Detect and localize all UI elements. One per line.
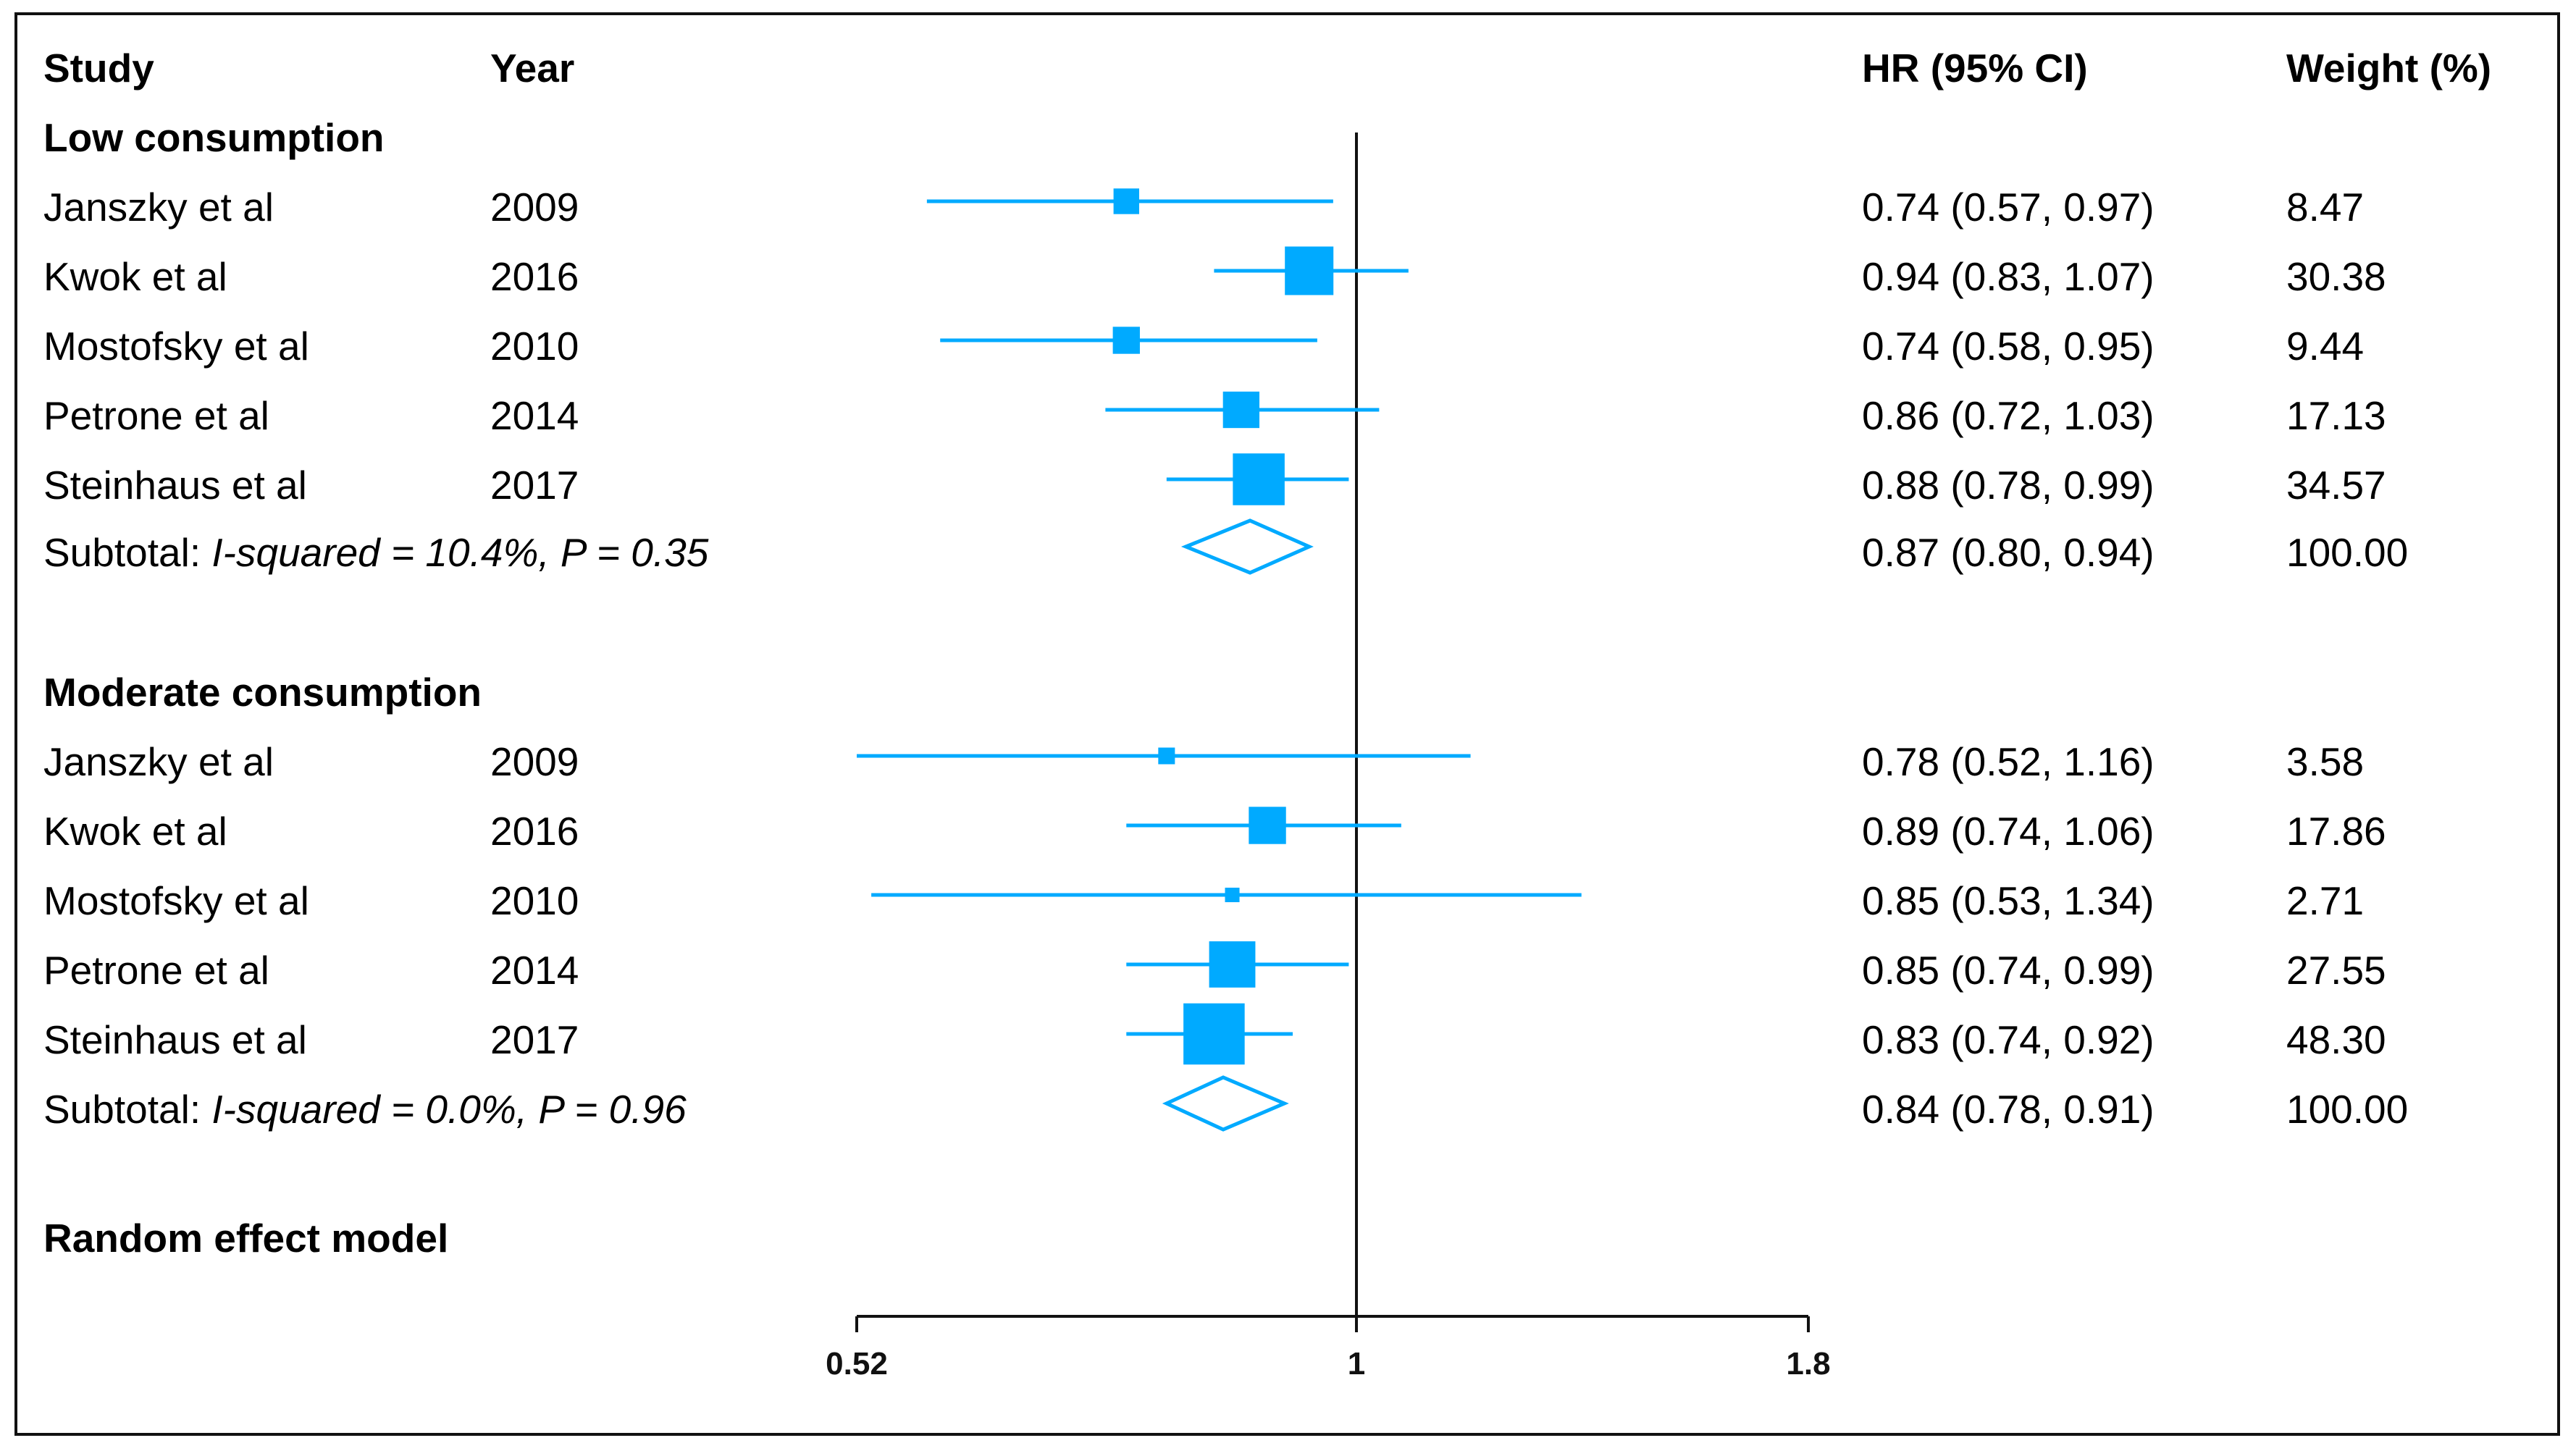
study-weight: 34.57 bbox=[2286, 463, 2386, 508]
study-weight: 17.86 bbox=[2286, 809, 2386, 854]
study-name: Petrone et al bbox=[43, 948, 269, 993]
study-name: Steinhaus et al bbox=[43, 463, 307, 508]
study-name: Kwok et al bbox=[43, 254, 227, 299]
subtotal-weight: 100.00 bbox=[2286, 530, 2409, 575]
study-hr: 0.89 (0.74, 1.06) bbox=[1862, 809, 2155, 854]
subtotal-diamond bbox=[1162, 1075, 1289, 1132]
study-year: 2016 bbox=[490, 809, 579, 854]
study-weight: 17.13 bbox=[2286, 393, 2386, 438]
subtotal-label: Subtotal: I-squared = 0.0%, P = 0.96 bbox=[43, 1090, 687, 1130]
subtotal-weight: 100.00 bbox=[2286, 1087, 2409, 1132]
study-hr: 0.88 (0.78, 0.99) bbox=[1862, 463, 2155, 508]
study-marker bbox=[1233, 453, 1285, 505]
study-hr: 0.83 (0.74, 0.92) bbox=[1862, 1017, 2155, 1062]
study-weight: 8.47 bbox=[2286, 185, 2365, 230]
header-year: Year bbox=[490, 46, 575, 91]
study-marker bbox=[1183, 1003, 1245, 1065]
group-title-low: Low consumption bbox=[43, 115, 385, 160]
study-weight: 9.44 bbox=[2286, 324, 2365, 369]
study-name: Mostofsky et al bbox=[43, 324, 309, 369]
study-marker bbox=[1158, 747, 1175, 765]
study-hr: 0.74 (0.58, 0.95) bbox=[1862, 324, 2155, 369]
study-name: Petrone et al bbox=[43, 393, 269, 438]
study-weight: 48.30 bbox=[2286, 1017, 2386, 1062]
study-year: 2009 bbox=[490, 739, 579, 784]
chart-frame bbox=[14, 12, 2560, 1436]
x-tick-label: 1 bbox=[1348, 1346, 1365, 1381]
study-name: Kwok et al bbox=[43, 809, 227, 854]
study-marker bbox=[1209, 941, 1256, 988]
study-year: 2009 bbox=[490, 185, 579, 230]
study-name: Steinhaus et al bbox=[43, 1017, 307, 1062]
study-year: 2010 bbox=[490, 324, 579, 369]
study-marker bbox=[1222, 391, 1260, 429]
subtotal-stat: I-squared = 10.4%, P = 0.35 bbox=[211, 530, 709, 575]
study-year: 2010 bbox=[490, 878, 579, 923]
study-hr: 0.85 (0.74, 0.99) bbox=[1862, 948, 2155, 993]
header-study: Study bbox=[43, 46, 154, 91]
study-year: 2014 bbox=[490, 393, 579, 438]
study-name: Mostofsky et al bbox=[43, 878, 309, 923]
study-hr: 0.85 (0.53, 1.34) bbox=[1862, 878, 2155, 923]
study-year: 2017 bbox=[490, 1017, 579, 1062]
study-hr: 0.78 (0.52, 1.16) bbox=[1862, 739, 2155, 784]
x-tick-label: 0.52 bbox=[826, 1346, 888, 1381]
study-weight: 3.58 bbox=[2286, 739, 2365, 784]
study-marker bbox=[1112, 327, 1140, 354]
study-weight: 27.55 bbox=[2286, 948, 2386, 993]
study-marker bbox=[1285, 246, 1334, 295]
subtotal-prefix: Subtotal: bbox=[43, 1087, 201, 1132]
group-title-moderate: Moderate consumption bbox=[43, 670, 482, 715]
study-name: Janszky et al bbox=[43, 185, 274, 230]
study-weight: 30.38 bbox=[2286, 254, 2386, 299]
header-weight: Weight (%) bbox=[2286, 46, 2492, 91]
study-year: 2017 bbox=[490, 463, 579, 508]
study-name: Janszky et al bbox=[43, 739, 274, 784]
subtotal-label: Subtotal: I-squared = 10.4%, P = 0.35 bbox=[43, 533, 708, 573]
study-weight: 2.71 bbox=[2286, 878, 2365, 923]
subtotal-stat: I-squared = 0.0%, P = 0.96 bbox=[211, 1087, 687, 1132]
study-marker bbox=[1113, 188, 1139, 214]
header-hr: HR (95% CI) bbox=[1862, 46, 2088, 91]
footer-model-label: Random effect model bbox=[43, 1216, 449, 1261]
study-marker bbox=[1249, 807, 1286, 844]
subtotal-prefix: Subtotal: bbox=[43, 530, 201, 575]
study-hr: 0.86 (0.72, 1.03) bbox=[1862, 393, 2155, 438]
study-year: 2016 bbox=[490, 254, 579, 299]
study-hr: 0.74 (0.57, 0.97) bbox=[1862, 185, 2155, 230]
subtotal-diamond bbox=[1180, 518, 1314, 575]
study-year: 2014 bbox=[490, 948, 579, 993]
study-marker bbox=[1225, 887, 1240, 903]
subtotal-hr: 0.84 (0.78, 0.91) bbox=[1862, 1087, 2155, 1132]
subtotal-hr: 0.87 (0.80, 0.94) bbox=[1862, 530, 2155, 575]
study-hr: 0.94 (0.83, 1.07) bbox=[1862, 254, 2155, 299]
x-tick-label: 1.8 bbox=[1786, 1346, 1830, 1381]
